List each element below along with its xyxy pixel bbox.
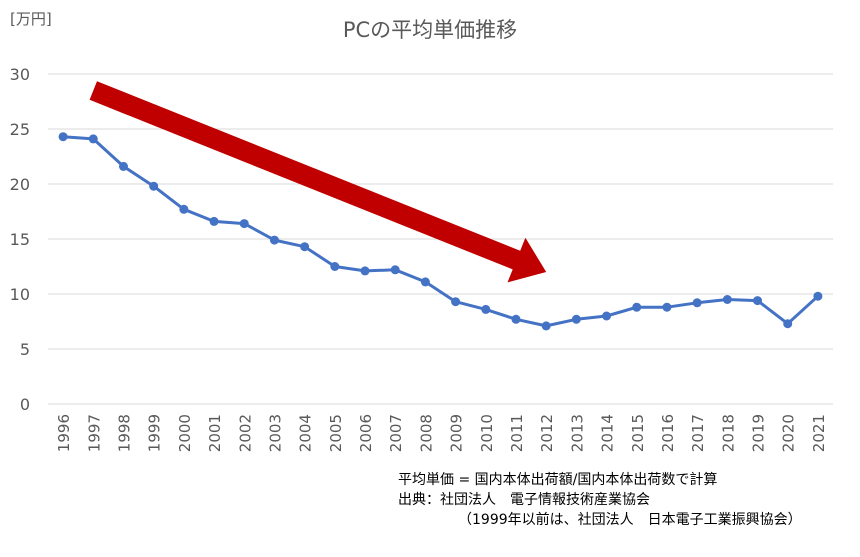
x-tick-label: 2021	[810, 414, 828, 452]
note-source: 出典：社団法人 電子情報技術産業協会	[398, 492, 650, 508]
x-tick-label: 2015	[629, 414, 647, 452]
y-tick-label: 10	[10, 285, 30, 304]
data-point	[420, 277, 430, 287]
x-tick-label: 2006	[357, 414, 375, 452]
data-point	[269, 235, 279, 245]
x-tick-label: 2013	[568, 414, 586, 452]
x-tick-label: 2002	[236, 414, 254, 452]
data-point	[390, 265, 400, 275]
data-point	[179, 204, 189, 214]
series-line	[62, 135, 819, 328]
data-point	[360, 266, 370, 276]
x-tick-label: 2017	[689, 414, 707, 452]
data-point	[662, 302, 672, 312]
x-tick-label: 2004	[297, 414, 315, 452]
data-point	[692, 298, 702, 308]
x-tick-label: 2001	[206, 414, 224, 452]
data-point	[511, 314, 521, 324]
data-point	[481, 304, 491, 314]
x-tick-label: 2011	[508, 414, 526, 452]
data-point	[209, 216, 219, 226]
x-tick-label: 2007	[387, 414, 405, 452]
note-source-prior: （1999年以前は、社団法人 日本電子工業振興協会）	[458, 512, 802, 528]
x-tick-label: 2016	[659, 414, 677, 452]
data-point	[451, 297, 461, 307]
x-tick-label: 2014	[599, 414, 617, 452]
x-tick-label: 2020	[780, 414, 798, 452]
data-point	[541, 321, 551, 331]
data-point	[58, 132, 68, 142]
y-tick-label: 25	[10, 120, 30, 139]
data-point	[149, 181, 159, 191]
data-point	[88, 134, 98, 144]
x-tick-label: 1997	[85, 414, 103, 452]
x-tick-label: 2000	[176, 414, 194, 452]
y-tick-label: 20	[10, 175, 30, 194]
data-point	[330, 262, 340, 271]
x-tick-label: 2019	[750, 414, 768, 452]
note-calculation: 平均単価 = 国内本体出荷額/国内本体出荷数で計算	[398, 472, 718, 488]
x-tick-label: 2018	[719, 414, 737, 452]
data-point	[300, 242, 310, 252]
data-point	[753, 296, 763, 306]
y-tick-label: 30	[10, 65, 30, 84]
data-point	[632, 302, 642, 312]
x-tick-label: 1999	[146, 414, 164, 452]
data-point	[118, 161, 128, 171]
x-tick-label: 2003	[266, 414, 284, 452]
x-tick-label: 1998	[115, 414, 133, 452]
x-tick-label: 2008	[417, 414, 435, 452]
data-point	[571, 314, 581, 324]
x-tick-label: 2010	[478, 414, 496, 452]
trend-arrow	[89, 81, 547, 283]
y-tick-label: 5	[20, 340, 30, 359]
y-tick-label: 15	[10, 230, 30, 249]
y-unit-label: [万円]	[10, 10, 52, 28]
chart-title: PCの平均単価推移	[342, 18, 518, 42]
x-tick-label: 1996	[55, 414, 73, 452]
x-tick-label: 2005	[327, 414, 345, 452]
data-point	[783, 319, 793, 329]
x-tick-label: 2012	[538, 414, 556, 452]
y-tick-label: 0	[20, 395, 30, 414]
data-point	[813, 291, 823, 301]
data-point	[602, 311, 612, 321]
data-point	[239, 219, 249, 229]
x-tick-label: 2009	[448, 414, 466, 452]
data-point	[722, 295, 732, 304]
